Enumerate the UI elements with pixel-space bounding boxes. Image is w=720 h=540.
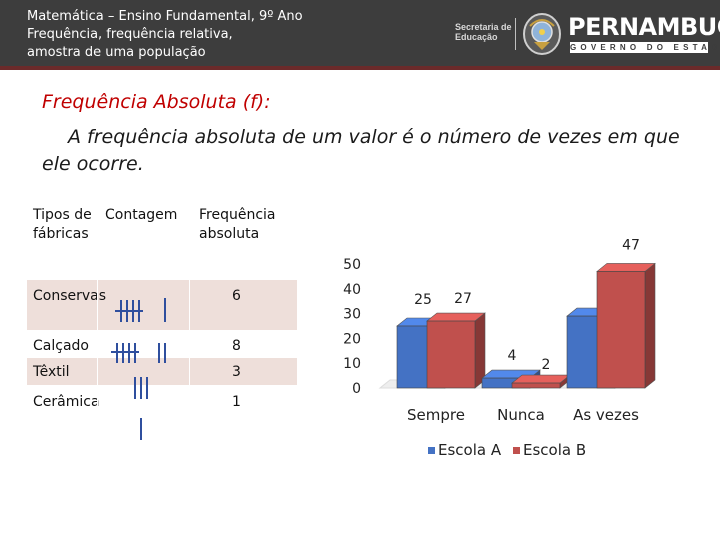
y-tick-label: 0 — [352, 381, 361, 397]
x-category-label: Sempre — [407, 406, 465, 424]
header-frequency: Frequência absoluta — [199, 207, 276, 242]
bar-escola-a-1-value-label: 4 — [508, 348, 517, 364]
bar-escola-a-0-value-label: 25 — [414, 292, 432, 308]
tally-marks-ceramica — [140, 418, 142, 440]
row-type-ceramica: Cerâmica — [33, 394, 100, 410]
row-freq-calcado: 8 — [232, 338, 241, 354]
bar-escola-b-2-value-label: 47 — [622, 237, 640, 253]
row-type-textil: Têxtil — [33, 364, 70, 380]
column-divider — [97, 198, 98, 440]
bar-escola-b-1-top — [511, 374, 571, 384]
y-tick-label: 40 — [343, 282, 361, 298]
x-category-label: Nunca — [497, 406, 545, 424]
header-count: Contagem — [105, 207, 178, 223]
bar-escola-b-1 — [511, 382, 561, 389]
definition-text: A frequência absoluta de um valor é o nú… — [42, 126, 680, 175]
secretaria-line-1: Secretaria de — [455, 22, 512, 32]
y-tick-label: 50 — [343, 257, 361, 273]
state-name: PERNAMBUCO — [568, 13, 720, 41]
header-line-1: Matemática – Ensino Fundamental, 9º Ano — [27, 9, 303, 24]
bar-escola-b-0-top — [426, 312, 486, 322]
state-subtitle: GOVERNO DO ESTADO — [570, 42, 720, 53]
bar-escola-b-2-top — [596, 263, 656, 272]
row-freq-ceramica: 1 — [232, 394, 241, 410]
bar-escola-b-0 — [426, 320, 476, 389]
row-type-calcado: Calçado — [33, 338, 89, 354]
legend-swatch-1 — [513, 447, 520, 454]
secretaria-line-2: Educação — [455, 32, 498, 42]
row-freq-textil: 3 — [232, 364, 241, 380]
secretaria-label: Secretaria de Educação — [455, 22, 512, 42]
y-tick-label: 20 — [343, 331, 361, 347]
slide-title: Frequência Absoluta (f): — [42, 91, 271, 113]
x-category-label: As vezes — [573, 406, 639, 424]
table-row — [27, 280, 297, 330]
header-text: Matemática – Ensino Fundamental, 9º Ano … — [27, 8, 303, 62]
header-line-2: Frequência, frequência relativa, — [27, 27, 233, 42]
bar-escola-b-1-value-label: 2 — [542, 357, 551, 373]
legend-label-0: Escola A — [438, 441, 502, 459]
legend-swatch-0 — [428, 447, 435, 454]
legend-label-1: Escola B — [523, 441, 586, 459]
y-tick-label: 10 — [343, 356, 361, 372]
header-type: Tipos de fábricas — [33, 207, 92, 242]
bar-escola-b-2-side — [644, 262, 656, 389]
tally-marks-conservas — [115, 298, 166, 322]
table-row — [27, 358, 297, 385]
slide-header: Matemática – Ensino Fundamental, 9º Ano … — [0, 0, 720, 70]
header-line-3: amostra de uma população — [27, 45, 206, 60]
tally-marks-textil — [134, 377, 148, 399]
bar-escola-b-0-value-label: 27 — [454, 291, 472, 307]
state-crest-icon — [523, 13, 561, 55]
row-freq-conservas: 6 — [232, 288, 241, 304]
column-divider — [189, 198, 190, 440]
row-type-conservas: Conservas — [33, 288, 107, 304]
tally-marks-calcado — [111, 343, 166, 363]
bar-chart: 010203040502527Sempre42Nunca2947As vezes… — [343, 237, 656, 459]
logo-divider — [515, 18, 516, 50]
y-tick-label: 30 — [343, 307, 361, 323]
bar-escola-b-2 — [596, 271, 646, 389]
